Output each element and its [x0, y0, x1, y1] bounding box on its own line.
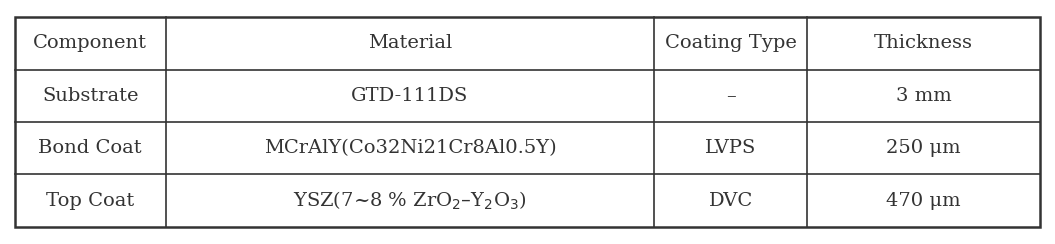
Text: LVPS: LVPS	[705, 139, 756, 157]
Text: GTD-111DS: GTD-111DS	[351, 87, 468, 105]
Text: Material: Material	[368, 34, 452, 52]
Text: Bond Coat: Bond Coat	[38, 139, 142, 157]
Text: Component: Component	[33, 34, 148, 52]
Text: –: –	[726, 87, 735, 105]
Text: 470 μm: 470 μm	[886, 192, 961, 210]
Text: YSZ(7~8 % ZrO$_2$–Y$_2$O$_3$): YSZ(7~8 % ZrO$_2$–Y$_2$O$_3$)	[293, 190, 526, 212]
Text: DVC: DVC	[709, 192, 752, 210]
Text: Thickness: Thickness	[875, 34, 973, 52]
Text: Top Coat: Top Coat	[46, 192, 134, 210]
Text: 250 μm: 250 μm	[886, 139, 961, 157]
Text: MCrAlY(Co32Ni21Cr8Al0.5Y): MCrAlY(Co32Ni21Cr8Al0.5Y)	[264, 139, 556, 157]
Text: Coating Type: Coating Type	[665, 34, 797, 52]
Bar	[15, 17, 1040, 227]
Text: Substrate: Substrate	[42, 87, 138, 105]
Text: 3 mm: 3 mm	[896, 87, 952, 105]
